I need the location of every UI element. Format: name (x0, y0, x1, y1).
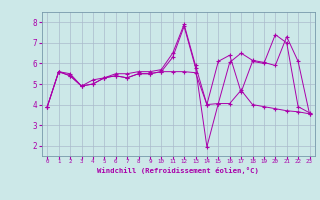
X-axis label: Windchill (Refroidissement éolien,°C): Windchill (Refroidissement éolien,°C) (98, 167, 259, 174)
